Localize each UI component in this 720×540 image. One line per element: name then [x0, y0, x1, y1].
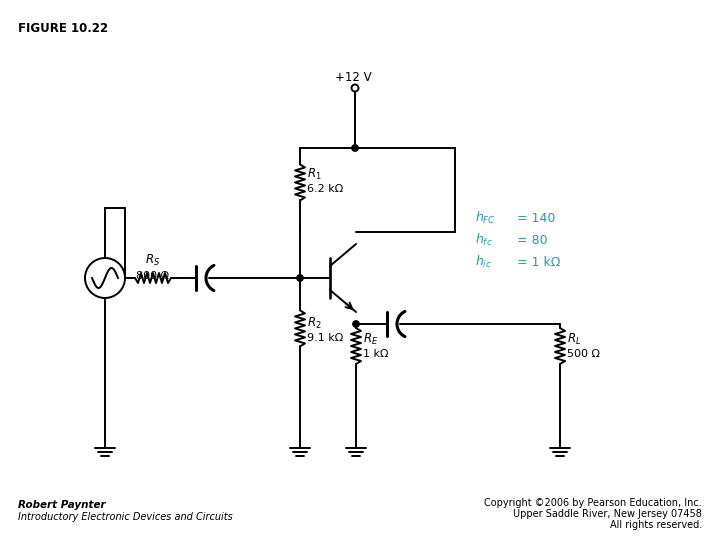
Circle shape: [297, 275, 303, 281]
Text: $h_{FC}$: $h_{FC}$: [475, 210, 496, 226]
Text: All rights reserved.: All rights reserved.: [610, 520, 702, 530]
Text: = 80: = 80: [517, 233, 548, 246]
Text: 1 kΩ: 1 kΩ: [363, 349, 389, 359]
Circle shape: [352, 145, 359, 151]
Text: $h_{ic}$: $h_{ic}$: [475, 254, 492, 270]
Text: 500 Ω: 500 Ω: [567, 349, 600, 359]
Text: $h_{fc}$: $h_{fc}$: [475, 232, 492, 248]
Text: 800 Ω: 800 Ω: [136, 271, 170, 281]
Text: FIGURE 10.22: FIGURE 10.22: [18, 22, 108, 35]
Text: = 140: = 140: [517, 212, 555, 225]
Text: Upper Saddle River, New Jersey 07458: Upper Saddle River, New Jersey 07458: [513, 509, 702, 519]
Text: $R_1$: $R_1$: [307, 167, 322, 182]
Text: $R_S$: $R_S$: [145, 252, 161, 267]
Text: = 1 kΩ: = 1 kΩ: [517, 255, 560, 268]
Text: +12 V: +12 V: [335, 71, 372, 84]
Text: 6.2 kΩ: 6.2 kΩ: [307, 185, 343, 194]
Text: Robert Paynter: Robert Paynter: [18, 500, 106, 510]
Text: Copyright ©2006 by Pearson Education, Inc.: Copyright ©2006 by Pearson Education, In…: [485, 498, 702, 508]
Text: $R_L$: $R_L$: [567, 332, 581, 347]
Circle shape: [353, 321, 359, 327]
Text: $R_E$: $R_E$: [363, 332, 379, 347]
Text: 9.1 kΩ: 9.1 kΩ: [307, 333, 343, 343]
Text: $R_2$: $R_2$: [307, 316, 322, 331]
Text: Introductory Electronic Devices and Circuits: Introductory Electronic Devices and Circ…: [18, 512, 233, 522]
